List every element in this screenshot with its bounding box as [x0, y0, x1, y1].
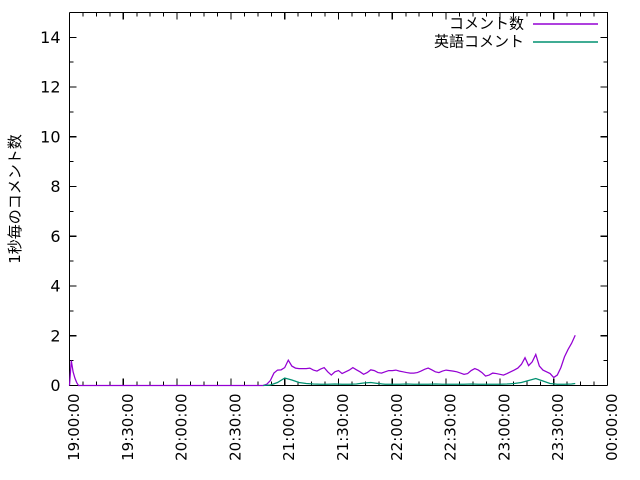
x-tick-label: 22:00:00	[388, 394, 406, 461]
y-tick-labels: 0 2 4 6 8 10 12 14	[40, 28, 60, 395]
axis-frame	[68, 11, 609, 387]
y-axis-title: 1秒毎のコメント数	[6, 134, 24, 264]
x-tick-label: 23:30:00	[549, 394, 567, 461]
series-line-2	[263, 377, 576, 387]
x-tick-label: 23:00:00	[495, 394, 513, 461]
legend-label: 英語コメント	[434, 33, 524, 51]
series-line-1	[68, 335, 576, 387]
y-tick-label: 12	[40, 78, 60, 97]
x-tick-label: 20:00:00	[173, 394, 191, 461]
x-tick-label: 19:00:00	[65, 394, 83, 461]
x-tick-label: 00:00:00	[603, 394, 621, 461]
x-tick-labels: 19:00:00 19:30:00 20:00:00 20:30:00 21:00:00…	[65, 394, 621, 461]
y-axis-ticks	[69, 36, 608, 387]
y-tick-label: 14	[40, 28, 60, 47]
y-tick-label: 2	[50, 326, 60, 345]
legend-label: コメント数	[449, 15, 524, 33]
x-tick-label: 21:00:00	[280, 394, 298, 461]
y-tick-label: 0	[50, 376, 60, 395]
x-tick-label: 19:30:00	[119, 394, 137, 461]
x-tick-label: 20:30:00	[226, 394, 244, 461]
y-tick-label: 8	[50, 177, 60, 196]
y-axis-title-text: 1秒毎のコメント数	[6, 134, 24, 264]
y-tick-label: 10	[40, 127, 60, 146]
x-axis-ticks	[68, 12, 609, 386]
y-tick-label: 4	[50, 277, 60, 296]
data-series-group	[68, 335, 576, 387]
x-tick-label: 22:30:00	[442, 394, 460, 461]
x-tick-label: 21:30:00	[334, 394, 352, 461]
y-tick-label: 6	[50, 227, 60, 246]
